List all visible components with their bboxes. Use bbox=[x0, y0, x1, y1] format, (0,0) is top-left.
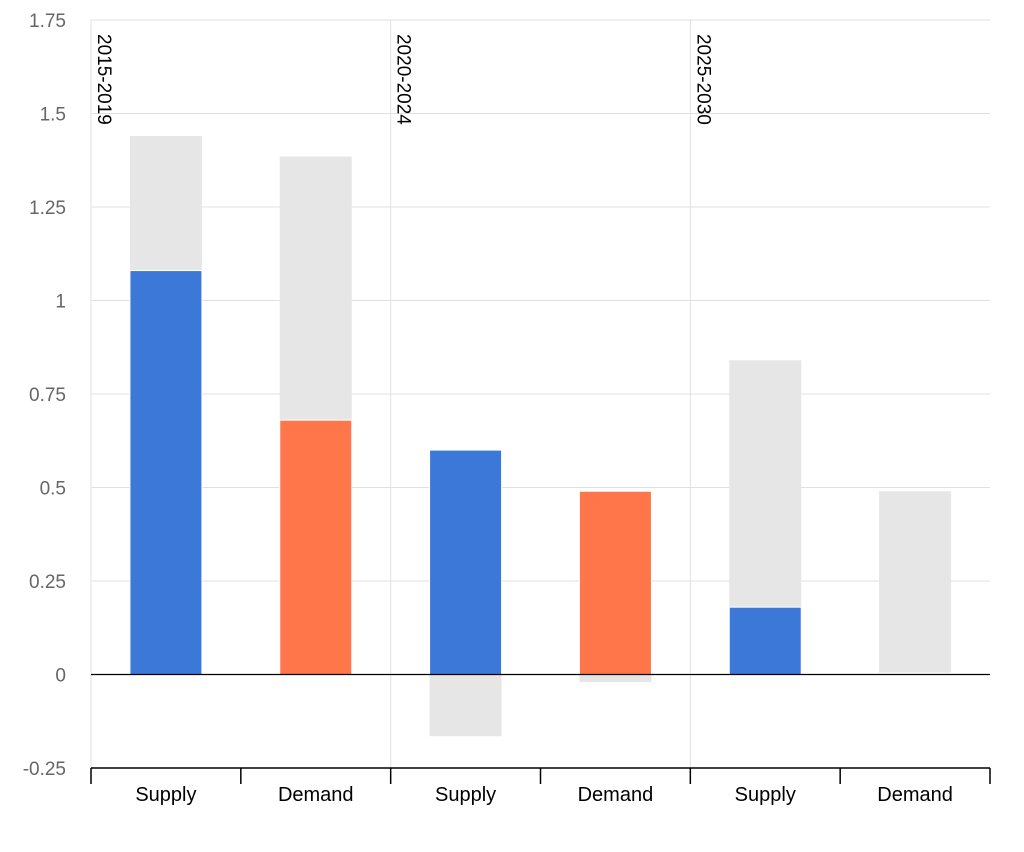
period-separators bbox=[390, 20, 691, 768]
axes bbox=[90, 20, 991, 784]
period-label: 2015-2019 bbox=[93, 34, 114, 125]
range-bar bbox=[579, 674, 652, 682]
y-tick-label: 0.5 bbox=[40, 479, 66, 500]
value-bar bbox=[129, 270, 203, 675]
x-tick-label: Demand bbox=[278, 784, 354, 806]
value-bar bbox=[728, 606, 802, 675]
gridlines bbox=[91, 19, 990, 769]
y-tick-label: 1.5 bbox=[40, 105, 66, 126]
x-tick-label: Demand bbox=[578, 784, 654, 806]
y-tick-label: 1.75 bbox=[29, 11, 66, 32]
range-bar bbox=[429, 674, 502, 737]
y-tick-label: 1.25 bbox=[29, 198, 66, 219]
y-tick-label: -0.25 bbox=[23, 759, 66, 780]
range-bars bbox=[129, 135, 952, 737]
y-tick-label: 0.25 bbox=[29, 572, 66, 593]
period-label: 2025-2030 bbox=[692, 34, 713, 125]
period-label: 2020-2024 bbox=[393, 34, 414, 125]
y-tick-label: 0 bbox=[55, 666, 66, 687]
x-tick-label: Demand bbox=[877, 784, 953, 806]
y-tick-label: 1 bbox=[55, 292, 66, 313]
x-tick-label: Supply bbox=[735, 784, 796, 806]
x-tick-label: Supply bbox=[435, 784, 496, 806]
range-bar bbox=[879, 491, 952, 673]
value-bar bbox=[279, 419, 353, 675]
x-tick-label: Supply bbox=[135, 784, 196, 806]
labels: 1.75 1.5 1.25 1 0.75 0.5 0.25 0 -0.25 2015-2019 20… bbox=[23, 11, 953, 806]
value-bars bbox=[129, 270, 802, 675]
y-tick-label: 0.75 bbox=[29, 385, 66, 406]
value-bar bbox=[429, 449, 503, 675]
value-bar bbox=[578, 490, 652, 675]
